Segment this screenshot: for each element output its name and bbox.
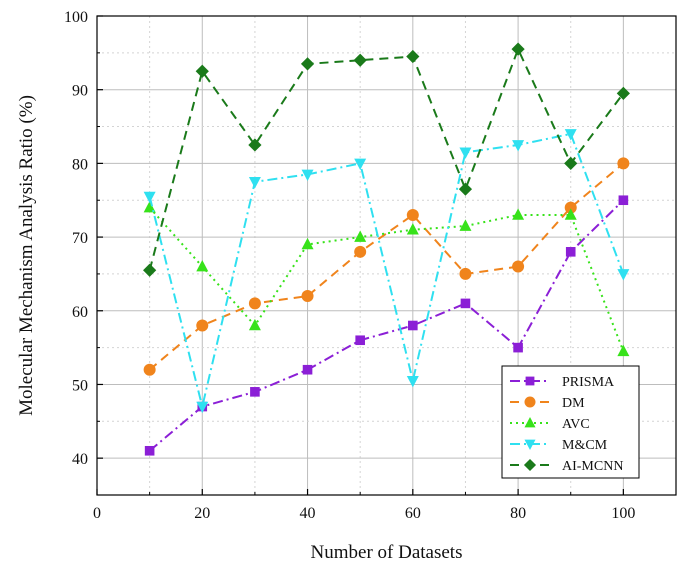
data-point-dm xyxy=(196,319,209,332)
series-line-prisma xyxy=(148,199,625,452)
data-point-avc xyxy=(406,223,419,235)
data-point-m-cm xyxy=(564,129,577,141)
y-tick-label: 50 xyxy=(72,377,88,394)
data-point-m-cm xyxy=(406,375,419,388)
data-point-prisma xyxy=(408,320,418,331)
legend-label: M&CM xyxy=(562,438,608,453)
data-point-ai-mcnn xyxy=(248,138,262,152)
x-axis-title: Number of Datasets xyxy=(311,542,463,563)
series-line-avc xyxy=(148,206,625,352)
data-point-dm xyxy=(301,290,314,303)
x-tick-label: 80 xyxy=(510,505,526,522)
data-point-ai-mcnn xyxy=(511,42,525,56)
legend-swatch-marker xyxy=(523,458,537,472)
data-point-dm xyxy=(459,267,472,280)
data-point-prisma xyxy=(302,364,313,375)
legend-label: AI-MCNN xyxy=(562,459,623,474)
data-point-dm xyxy=(406,208,419,221)
y-tick-label: 80 xyxy=(72,156,88,173)
data-point-avc xyxy=(617,344,630,357)
series-avc xyxy=(143,201,630,357)
legend-item-m-cm: M&CM xyxy=(510,438,608,453)
x-tick-label: 0 xyxy=(93,505,101,522)
data-point-m-cm xyxy=(459,147,472,159)
data-point-ai-mcnn xyxy=(616,86,630,100)
data-point-prisma xyxy=(513,342,523,353)
data-point-avc xyxy=(459,219,472,231)
y-tick-label: 90 xyxy=(72,83,88,100)
data-point-m-cm xyxy=(354,158,367,170)
legend-item-avc: AVC xyxy=(510,416,590,432)
data-point-m-cm xyxy=(301,169,314,182)
data-point-m-cm xyxy=(617,269,630,281)
legend: PRISMA DM AVC M&CM AI-MCNN xyxy=(501,365,640,479)
x-tick-label: 100 xyxy=(611,505,635,522)
data-point-ai-mcnn xyxy=(564,156,578,170)
data-point-dm xyxy=(617,157,630,170)
data-point-m-cm xyxy=(196,401,209,414)
data-point-ai-mcnn xyxy=(195,64,209,78)
plot-frame xyxy=(96,15,677,496)
series-dm xyxy=(143,157,630,376)
data-point-ai-mcnn xyxy=(406,49,420,64)
data-point-avc xyxy=(564,208,577,220)
legend-swatch-marker xyxy=(524,439,536,451)
data-point-dm xyxy=(512,260,525,273)
y-tick-label: 100 xyxy=(64,9,88,26)
data-point-prisma xyxy=(355,335,365,346)
data-point-avc xyxy=(301,237,314,250)
data-point-prisma xyxy=(250,387,260,397)
legend-item-prisma: PRISMA xyxy=(510,375,615,390)
data-point-prisma xyxy=(565,247,576,257)
data-point-dm xyxy=(248,297,261,310)
series-line-dm xyxy=(148,162,625,371)
series-line-m-cm xyxy=(148,132,625,407)
x-tick-label: 20 xyxy=(194,505,210,522)
data-point-prisma xyxy=(144,445,155,456)
data-point-ai-mcnn xyxy=(300,57,315,71)
x-tick-label: 60 xyxy=(405,505,421,522)
data-point-prisma xyxy=(618,195,629,206)
legend-item-ai-mcnn: AI-MCNN xyxy=(510,458,623,474)
data-point-avc xyxy=(143,201,156,213)
series-ai-mcnn xyxy=(143,42,630,277)
x-tick-label: 40 xyxy=(300,505,316,522)
legend-swatch-marker xyxy=(524,416,536,428)
data-point-avc xyxy=(354,230,367,242)
y-tick-label: 70 xyxy=(72,230,88,247)
y-tick-label: 40 xyxy=(72,451,88,468)
legend-label: DM xyxy=(562,396,585,411)
data-point-ai-mcnn xyxy=(353,53,367,67)
legend-label: PRISMA xyxy=(562,375,615,390)
data-point-dm xyxy=(143,363,156,376)
series-line-ai-mcnn xyxy=(148,46,625,271)
data-point-ai-mcnn xyxy=(143,263,157,277)
data-point-dm xyxy=(564,201,577,214)
legend-box xyxy=(501,365,640,479)
data-point-avc xyxy=(512,208,525,220)
legend-swatch-marker xyxy=(524,396,536,408)
legend-label: AVC xyxy=(562,417,590,432)
axis-ticks: 0 20 40 60 80 100 40 50 60 70 80 90 100 xyxy=(64,9,635,522)
legend-item-dm: DM xyxy=(510,396,585,411)
y-tick-label: 60 xyxy=(72,304,88,321)
data-point-dm xyxy=(354,245,367,258)
data-point-avc xyxy=(248,318,261,331)
data-point-m-cm xyxy=(248,177,261,189)
y-axis-title: Molecular Mechanism Analysis Ratio (%) xyxy=(16,95,37,416)
legend-swatch-marker xyxy=(525,376,535,386)
data-point-ai-mcnn xyxy=(458,182,473,196)
data-point-m-cm xyxy=(512,140,525,152)
series-m-cm xyxy=(143,129,630,414)
data-point-prisma xyxy=(460,298,471,309)
data-point-avc xyxy=(196,259,209,272)
data-point-m-cm xyxy=(143,191,156,204)
series-group xyxy=(143,42,630,456)
